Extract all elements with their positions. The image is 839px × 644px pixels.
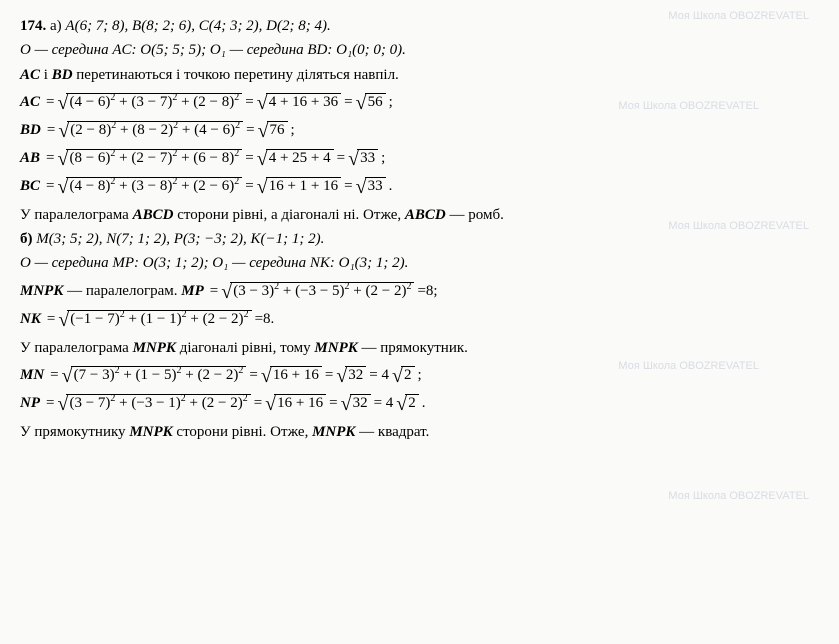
line-points-a: 174. а) A(6; 7; 8), B(8; 2; 6), C(4; 3; … — [20, 16, 819, 36]
concl-b2: У прямокутнику MNPK сторони рівні. Отже,… — [20, 422, 819, 442]
part-a-label: а) — [50, 18, 62, 34]
eq-MN: MN = √(7 − 3)2 + (1 − 5)2 + (2 − 2)2 = √… — [20, 366, 819, 386]
line-intersect-a: AC і BD перетинаються і точкою перетину … — [20, 65, 819, 85]
eq-AB: AB = √(8 − 6)2 + (2 − 7)2 + (6 − 8)2 = √… — [20, 149, 819, 169]
points-a: A(6; 7; 8), B(8; 2; 6), C(4; 3; 2), D(2;… — [65, 18, 330, 34]
line-midpoints-a: O — середина AC: O(5; 5; 5); O₁ — середи… — [20, 40, 819, 60]
eq-MP: MNPK — паралелограм. MP = √(3 − 3)2 + (−… — [20, 282, 819, 302]
eq-BC: BC = √(4 − 8)2 + (3 − 8)2 + (2 − 6)2 = √… — [20, 177, 819, 197]
eq-NK: NK = √(−1 − 7)2 + (1 − 1)2 + (2 − 2)2 = … — [20, 310, 819, 330]
line-points-b: б) M(3; 5; 2), N(7; 1; 2), P(3; −3; 2), … — [20, 229, 819, 249]
line-midpoints-b: O — середина MP: O(3; 1; 2); O₁ — середи… — [20, 253, 819, 273]
eq-NP: NP = √(3 − 7)2 + (−3 − 1)2 + (2 − 2)2 = … — [20, 394, 819, 414]
watermark: Моя Школа OBOZREVATEL — [668, 490, 809, 502]
page: 174. а) A(6; 7; 8), B(8; 2; 6), C(4; 3; … — [0, 0, 839, 644]
concl-b1: У паралелограма MNPK діагоналі рівні, то… — [20, 338, 819, 358]
eq-BD: BD = √(2 − 8)2 + (8 − 2)2 + (4 − 6)2 = √… — [20, 121, 819, 141]
concl-a: У паралелограма ABCD сторони рівні, а ді… — [20, 205, 819, 225]
problem-number: 174. — [20, 18, 46, 34]
eq-AC: AC = √(4 − 6)2 + (3 − 7)2 + (2 − 8)2 = √… — [20, 93, 819, 113]
